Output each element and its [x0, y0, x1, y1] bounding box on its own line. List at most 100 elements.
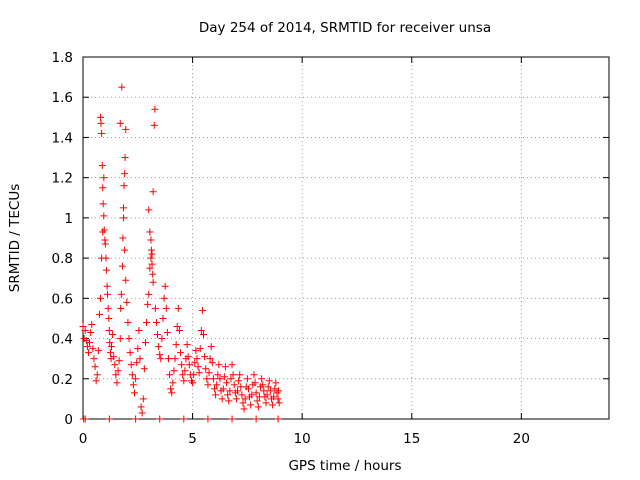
- data-point: [111, 361, 119, 369]
- data-point: [149, 188, 157, 196]
- data-point: [228, 415, 236, 423]
- data-point: [232, 395, 240, 403]
- data-point: [229, 371, 237, 379]
- data-point: [234, 387, 242, 395]
- data-point: [156, 351, 164, 359]
- data-point: [194, 363, 202, 371]
- data-point: [156, 415, 164, 423]
- y-tick-label: 1.4: [52, 130, 73, 146]
- data-point: [152, 318, 160, 326]
- data-point: [169, 379, 177, 387]
- data-point: [269, 401, 277, 409]
- data-point: [97, 119, 105, 127]
- data-point: [120, 204, 128, 212]
- data-point: [121, 154, 129, 162]
- data-point: [204, 415, 212, 423]
- data-point: [151, 304, 159, 312]
- data-point: [198, 306, 206, 314]
- data-point: [107, 343, 115, 351]
- x-tick-label: 15: [403, 431, 420, 447]
- data-point: [99, 184, 107, 192]
- data-point: [202, 365, 210, 373]
- data-point: [94, 347, 102, 355]
- data-point: [221, 363, 229, 371]
- data-point: [263, 391, 271, 399]
- data-point: [178, 361, 186, 369]
- x-tick-label: 5: [188, 431, 197, 447]
- data-point: [112, 371, 120, 379]
- data-point: [105, 415, 113, 423]
- y-tick-label: 1.2: [52, 171, 73, 187]
- y-tick-label: 0.2: [52, 372, 73, 388]
- data-point: [214, 371, 222, 379]
- data-point: [181, 367, 189, 375]
- data-point: [97, 113, 105, 121]
- data-point: [105, 314, 113, 322]
- data-point: [192, 347, 200, 355]
- data-point: [116, 335, 124, 343]
- data-point: [184, 353, 192, 361]
- data-point: [254, 403, 262, 411]
- data-point: [128, 371, 136, 379]
- data-point: [123, 298, 131, 306]
- data-point: [104, 304, 112, 312]
- y-tick-label: 0.6: [52, 291, 73, 307]
- data-point: [175, 327, 183, 335]
- data-point: [247, 401, 255, 409]
- data-point: [155, 343, 163, 351]
- data-point: [250, 371, 258, 379]
- data-point: [132, 375, 140, 383]
- data-point: [143, 318, 151, 326]
- data-point: [106, 339, 114, 347]
- data-point: [270, 393, 278, 401]
- data-point: [136, 355, 144, 363]
- y-axis: 0 0.2 0.4 0.6 0.8 1 1.2 1.4 1.6 1.8: [52, 50, 609, 428]
- data-point: [135, 327, 143, 335]
- data-point: [151, 105, 159, 113]
- data-point: [179, 371, 187, 379]
- data-point: [230, 381, 238, 389]
- plot-frame: [82, 56, 610, 420]
- data-point: [172, 341, 180, 349]
- x-axis-label: GPS time / hours: [288, 458, 401, 474]
- data-point: [141, 339, 149, 347]
- data-point: [212, 391, 220, 399]
- x-tick-label: 10: [294, 431, 311, 447]
- y-tick-label: 0.4: [52, 332, 73, 348]
- data-point: [110, 353, 118, 361]
- data-point: [148, 250, 156, 258]
- data-point: [216, 375, 224, 383]
- data-point: [125, 335, 133, 343]
- data-point: [106, 349, 114, 357]
- data-point: [109, 331, 117, 339]
- data-point: [228, 361, 236, 369]
- data-point: [121, 170, 129, 178]
- data-point: [274, 395, 282, 403]
- data-point: [243, 375, 251, 383]
- data-point: [101, 240, 109, 248]
- data-point: [114, 367, 122, 375]
- data-point: [252, 415, 260, 423]
- data-point: [127, 361, 135, 369]
- x-tick-label: 0: [79, 431, 88, 447]
- data-point: [132, 415, 140, 423]
- data-point: [240, 405, 248, 413]
- data-point: [103, 282, 111, 290]
- data-point: [211, 385, 218, 393]
- data-point: [170, 367, 178, 375]
- data-point: [235, 377, 243, 385]
- data-point: [118, 262, 126, 270]
- data-point: [119, 234, 127, 242]
- data-point: [93, 371, 101, 379]
- data-point: [138, 409, 146, 417]
- data-point: [147, 236, 155, 244]
- data-point: [189, 379, 197, 387]
- data-point: [121, 246, 129, 254]
- chart-title: Day 254 of 2014, SRMTID for receiver uns…: [199, 20, 491, 36]
- data-point: [271, 385, 279, 393]
- y-tick-label: 0.8: [52, 251, 73, 267]
- data-point: [159, 314, 167, 322]
- data-point: [157, 355, 165, 363]
- grid: [83, 57, 609, 419]
- data-point: [274, 387, 282, 395]
